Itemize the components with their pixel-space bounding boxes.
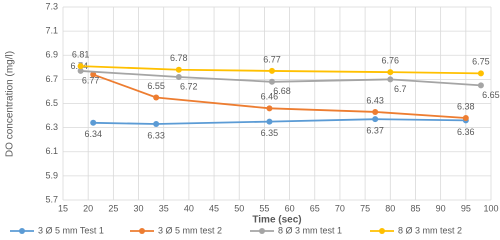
series-line — [80, 65, 481, 75]
data-point — [477, 82, 484, 89]
x-tick-label: 40 — [184, 203, 194, 213]
data-label: 6.36 — [457, 127, 475, 137]
x-tick-label: 15 — [58, 203, 68, 213]
data-label: 6.33 — [147, 130, 165, 140]
legend-label: 3 Ø 5 mm test 2 — [158, 225, 222, 235]
data-point — [372, 108, 379, 115]
data-point — [462, 114, 469, 121]
series-line — [93, 118, 466, 125]
data-point — [266, 118, 273, 125]
y-tick-label: 6.3 — [45, 122, 58, 132]
y-tick-label: 5.7 — [45, 194, 58, 204]
data-point — [77, 63, 84, 70]
data-point — [153, 121, 160, 128]
data-label: 6.76 — [382, 56, 400, 66]
x-tick-label: 25 — [108, 203, 118, 213]
data-label: 6.65 — [482, 90, 500, 100]
legend-marker — [19, 228, 25, 234]
data-label: 6.34 — [84, 129, 102, 139]
y-axis-label: DO concentration (mg/l) — [5, 51, 16, 157]
data-label: 6.43 — [366, 95, 384, 105]
x-tick-label: 90 — [436, 203, 446, 213]
data-point — [77, 67, 84, 74]
data-label: 6.37 — [366, 126, 384, 136]
legend-marker — [139, 228, 145, 234]
data-point — [90, 71, 97, 78]
data-point — [90, 119, 97, 126]
data-label: 6.55 — [147, 81, 165, 91]
y-tick-label: 5.9 — [45, 170, 58, 180]
data-point — [372, 116, 379, 123]
x-tick-label: 55 — [259, 203, 269, 213]
data-point — [153, 94, 160, 101]
x-tick-label: 65 — [310, 203, 320, 213]
data-label: 6.46 — [261, 92, 279, 102]
legend-label: 8 Ø 3 mm test 2 — [398, 225, 462, 235]
x-tick-label: 80 — [385, 203, 395, 213]
y-tick-label: 6.9 — [45, 50, 58, 60]
x-tick-label: 50 — [234, 203, 244, 213]
x-axis-label: Time (sec) — [252, 215, 301, 226]
y-tick-label: 7.1 — [45, 26, 58, 36]
x-tick-label: 20 — [83, 203, 93, 213]
x-tick-label: 75 — [360, 203, 370, 213]
y-tick-label: 6.1 — [45, 146, 58, 156]
x-tick-label: 70 — [335, 203, 345, 213]
y-tick-label: 7.3 — [45, 1, 58, 11]
x-tick-label: 85 — [410, 203, 420, 213]
legend-label: 8 Ø 3 mm test 1 — [278, 225, 342, 235]
data-point — [175, 66, 182, 73]
x-tick-label: 100 — [483, 203, 498, 213]
data-point — [477, 70, 484, 77]
data-point — [266, 105, 273, 112]
x-tick-label: 60 — [285, 203, 295, 213]
x-tick-label: 95 — [461, 203, 471, 213]
data-label: 6.81 — [72, 49, 90, 59]
data-label: 6.35 — [261, 128, 279, 138]
data-label: 6.75 — [472, 57, 490, 67]
legend-label: 3 Ø 5 mm Test 1 — [38, 225, 104, 235]
data-point — [268, 78, 275, 85]
legend-marker — [259, 228, 265, 234]
data-label: 6.68 — [273, 86, 291, 96]
x-tick-label: 45 — [209, 203, 219, 213]
x-tick-label: 30 — [134, 203, 144, 213]
data-label: 6.77 — [263, 54, 281, 64]
x-tick-label: 35 — [159, 203, 169, 213]
data-label: 6.77 — [82, 75, 100, 85]
data-label: 6.72 — [180, 81, 198, 91]
data-point — [387, 76, 394, 83]
y-tick-label: 6.7 — [45, 74, 58, 84]
data-label: 6.78 — [170, 53, 188, 63]
legend-marker — [379, 228, 385, 234]
data-label: 6.7 — [394, 84, 407, 94]
y-tick-label: 6.5 — [45, 98, 58, 108]
data-point — [268, 67, 275, 74]
data-point — [175, 73, 182, 80]
data-label: 6.38 — [457, 101, 475, 111]
data-point — [387, 69, 394, 76]
